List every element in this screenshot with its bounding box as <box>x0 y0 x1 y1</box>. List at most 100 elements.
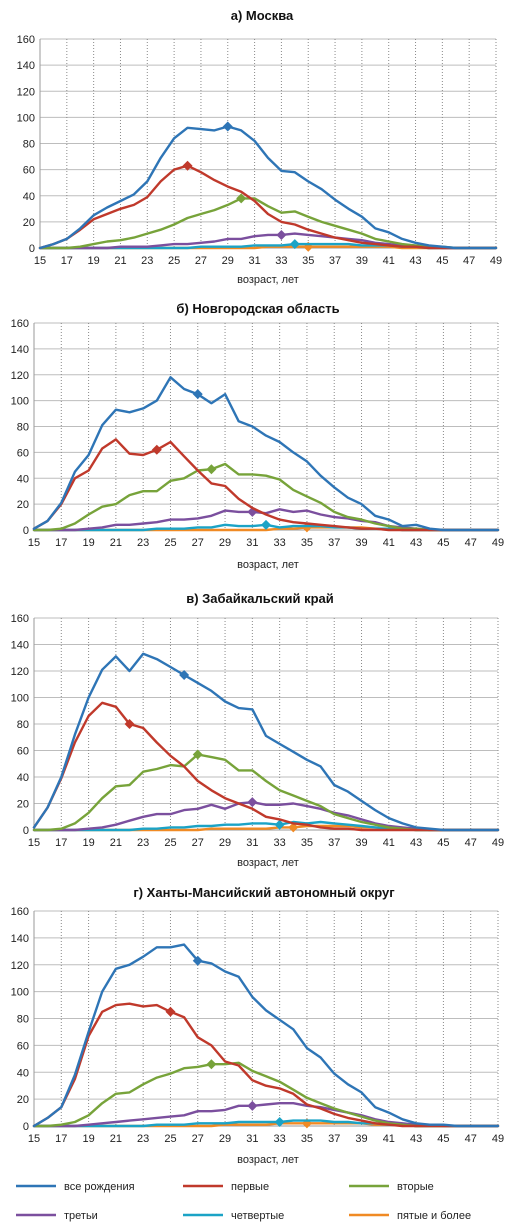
x-tick-label: 39 <box>355 1133 367 1145</box>
series-marker <box>206 1059 217 1070</box>
x-tick-label: 29 <box>219 537 231 549</box>
y-tick-label: 140 <box>17 60 35 72</box>
x-tick-label: 47 <box>465 1133 477 1145</box>
y-tick-label: 140 <box>11 933 29 945</box>
x-tick-label: 43 <box>409 255 421 267</box>
x-tick-label: 17 <box>55 837 67 849</box>
x-tick-label: 17 <box>55 1133 67 1145</box>
y-tick-label: 20 <box>17 1094 29 1106</box>
y-tick-label: 80 <box>17 1014 29 1026</box>
series-line <box>32 753 500 832</box>
chart-panel-a: а) Москва 0 20 40 60 80 100 120 140 160 15 17 19 21 2… <box>17 8 502 286</box>
x-tick-label: 27 <box>192 537 204 549</box>
y-tick-label: 120 <box>11 370 29 382</box>
x-tick-label: 35 <box>301 537 313 549</box>
series-line <box>32 1002 500 1128</box>
y-tick-label: 20 <box>23 217 35 229</box>
x-tick-label: 45 <box>437 537 449 549</box>
x-tick-label: 49 <box>492 837 504 849</box>
x-tick-label: 15 <box>28 537 40 549</box>
x-tick-label: 33 <box>274 837 286 849</box>
x-tick-label: 33 <box>274 1133 286 1145</box>
series-line <box>32 943 500 1128</box>
x-tick-label: 19 <box>82 537 94 549</box>
x-tick-label: 25 <box>164 837 176 849</box>
legend-label: первые <box>231 1181 269 1193</box>
series-line <box>32 652 500 832</box>
y-tick-label: 160 <box>11 318 29 330</box>
x-tick-label: 21 <box>110 537 122 549</box>
y-tick-label: 60 <box>17 746 29 758</box>
series-line <box>38 197 498 250</box>
x-axis-title: возраст, лет <box>237 857 299 869</box>
x-tick-label: 45 <box>436 255 448 267</box>
x-axis-title: возраст, лет <box>237 559 299 571</box>
series-line <box>38 125 498 250</box>
y-tick-label: 0 <box>23 825 29 837</box>
series-marker <box>182 160 193 171</box>
plot-area: 0 20 40 60 80 100 120 140 160 15 17 19 21 23 25 27 29 31 3… <box>11 906 504 1145</box>
x-tick-label: 25 <box>164 1133 176 1145</box>
series-line <box>32 701 500 832</box>
series-line <box>32 376 500 532</box>
series-marker <box>124 719 135 729</box>
y-tick-label: 40 <box>23 191 35 203</box>
x-tick-label: 35 <box>302 255 314 267</box>
x-axis-title: возраст, лет <box>237 1154 299 1166</box>
x-tick-label: 37 <box>328 1133 340 1145</box>
y-tick-label: 40 <box>17 1067 29 1079</box>
y-tick-label: 0 <box>23 525 29 537</box>
series-marker <box>192 955 203 966</box>
x-tick-label: 19 <box>82 837 94 849</box>
y-tick-label: 160 <box>11 613 29 625</box>
x-tick-label: 41 <box>383 255 395 267</box>
x-tick-label: 21 <box>110 837 122 849</box>
x-tick-label: 29 <box>219 837 231 849</box>
x-tick-label: 31 <box>246 537 258 549</box>
x-tick-label: 27 <box>192 1133 204 1145</box>
x-tick-label: 15 <box>34 255 46 267</box>
chart-title: а) Москва <box>231 8 294 23</box>
y-tick-label: 40 <box>17 772 29 784</box>
legend-label: четвертые <box>231 1210 284 1222</box>
legend-label: третьи <box>64 1210 98 1222</box>
x-tick-label: 47 <box>463 255 475 267</box>
y-tick-label: 160 <box>17 34 35 46</box>
x-tick-label: 25 <box>168 255 180 267</box>
x-tick-label: 49 <box>490 255 502 267</box>
series-marker <box>165 1006 176 1017</box>
y-tick-label: 20 <box>17 799 29 811</box>
x-tick-label: 31 <box>246 1133 258 1145</box>
x-tick-label: 45 <box>437 837 449 849</box>
x-tick-label: 23 <box>137 537 149 549</box>
x-tick-label: 27 <box>192 837 204 849</box>
x-tick-label: 23 <box>141 255 153 267</box>
y-tick-label: 80 <box>17 719 29 731</box>
legend-label: все рождения <box>64 1181 135 1193</box>
y-tick-label: 80 <box>23 139 35 151</box>
y-tick-label: 100 <box>11 987 29 999</box>
y-tick-label: 60 <box>17 1040 29 1052</box>
chart-panel-c: в) Забайкальский край 0 20 40 60 80 100 120 140… <box>11 591 504 869</box>
chart-panel-b: б) Новгородская область 0 20 40 60 80 100 120 1… <box>11 301 504 571</box>
series-marker <box>274 1116 285 1127</box>
y-tick-label: 140 <box>11 640 29 652</box>
x-tick-label: 49 <box>492 1133 504 1145</box>
x-tick-label: 19 <box>82 1133 94 1145</box>
x-tick-label: 33 <box>274 537 286 549</box>
legend: все рождения первые вторые третьи четвертые п… <box>16 1181 471 1222</box>
y-tick-label: 120 <box>17 86 35 98</box>
chart-title: б) Новгородская область <box>176 301 339 316</box>
x-tick-label: 21 <box>110 1133 122 1145</box>
x-tick-label: 43 <box>410 837 422 849</box>
y-tick-label: 0 <box>29 243 35 255</box>
chart-title: в) Забайкальский край <box>186 591 334 606</box>
series-marker <box>222 121 233 132</box>
plot-area: 0 20 40 60 80 100 120 140 160 15 17 19 21 23 25 27 29 31 3… <box>11 318 504 549</box>
series-line <box>38 164 498 250</box>
legend-label: пятые и более <box>397 1210 471 1222</box>
x-tick-label: 37 <box>328 537 340 549</box>
series-line <box>32 438 500 532</box>
x-tick-label: 17 <box>61 255 73 267</box>
chart-panel-d: г) Ханты-Мансийский автономный округ 0 20… <box>11 885 504 1166</box>
